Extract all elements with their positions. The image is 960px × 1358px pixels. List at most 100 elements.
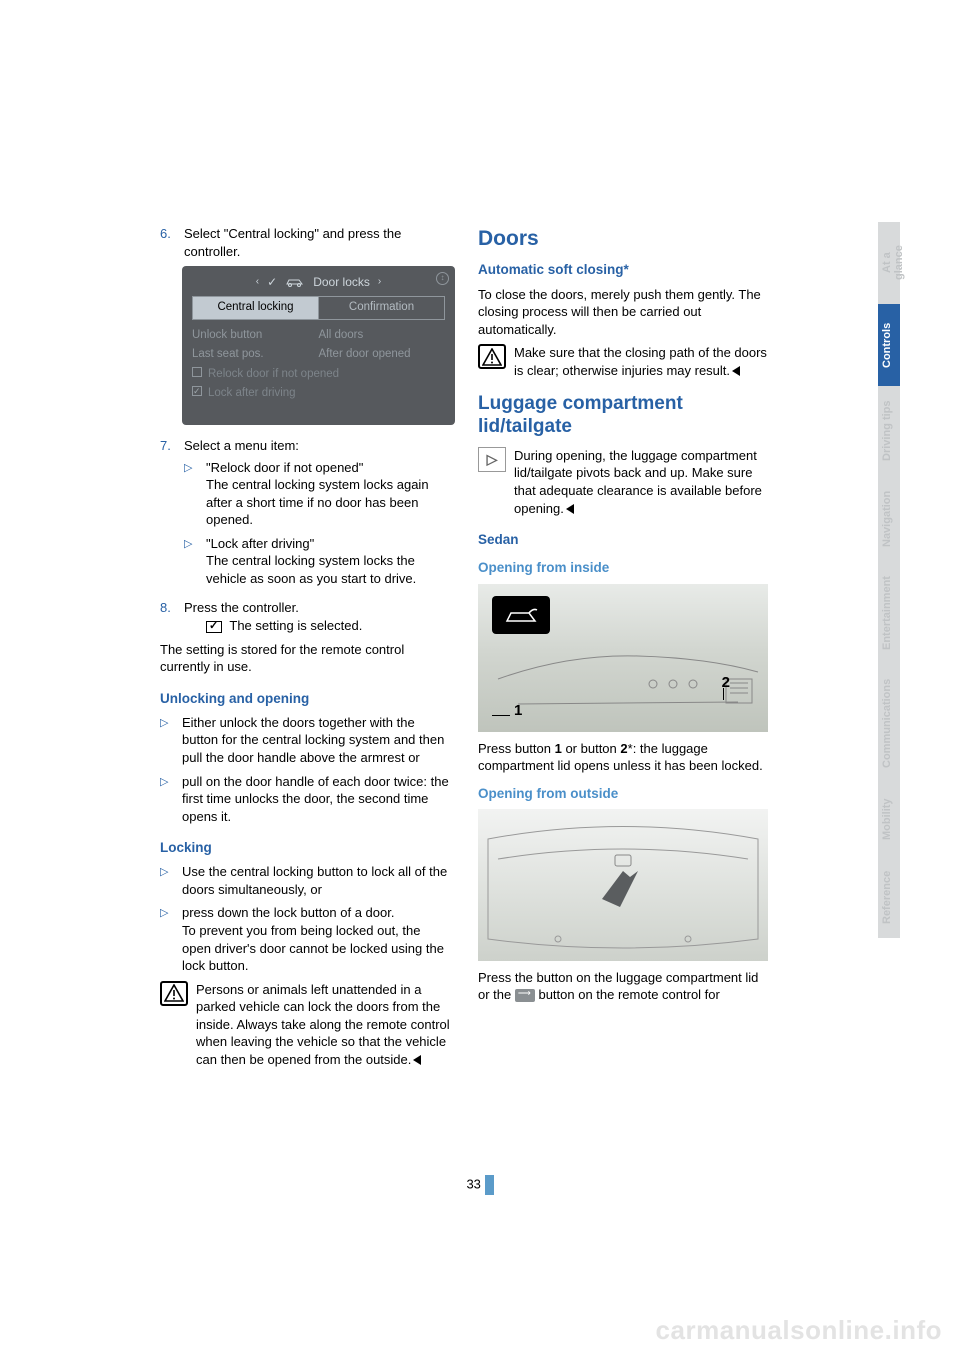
check-icon: ✓ xyxy=(267,274,277,290)
unlocking-heading: Unlocking and opening xyxy=(160,690,450,708)
sub-title: "Lock after driving" xyxy=(206,536,314,551)
callout-1: 1 xyxy=(514,701,522,721)
sidebar-tab[interactable]: Reference xyxy=(878,856,900,938)
watermark: carmanualsonline.info xyxy=(656,1315,942,1346)
screenshot-title: Door locks xyxy=(313,274,370,290)
bullet-icon: ▷ xyxy=(184,535,196,588)
dashboard-illustration: 1 2 xyxy=(478,584,768,732)
doors-heading: Doors xyxy=(478,225,768,253)
tab-confirmation: Confirmation xyxy=(319,296,445,320)
screenshot-header: ‹ ✓ Door locks › xyxy=(192,274,445,290)
menu-row: Unlock button All doors xyxy=(192,328,445,344)
car-icon xyxy=(285,276,305,288)
step-text: Select "Central locking" and press the c… xyxy=(184,225,450,260)
sidebar-tab[interactable]: Controls xyxy=(878,304,900,386)
sidebar-tab[interactable]: Communications xyxy=(878,664,900,782)
page-content: 6. Select "Central locking" and press th… xyxy=(0,0,960,1074)
sedan-heading: Sedan xyxy=(478,531,768,549)
sub-body: The central locking system locks again a… xyxy=(206,477,429,527)
warning-note: Persons or animals left unattended in a … xyxy=(160,981,450,1069)
lock-item: ▷ Use the central locking button to lock… xyxy=(160,863,450,898)
bullet-icon: ▷ xyxy=(160,904,172,974)
step-text: Select a menu item: xyxy=(184,437,450,455)
sidebar-tab[interactable]: Navigation xyxy=(878,476,900,562)
locking-heading: Locking xyxy=(160,839,450,857)
menu-label: Last seat pos. xyxy=(192,347,319,363)
menu-value: After door opened xyxy=(319,347,446,363)
right-column: Doors Automatic soft closing* To close t… xyxy=(478,225,768,1074)
sidebar-tab[interactable]: Mobility xyxy=(878,782,900,856)
warning-text: Make sure that the closing path of the d… xyxy=(514,345,767,378)
unlock-item: ▷ pull on the door handle of each door t… xyxy=(160,773,450,826)
sidebar-nav: At a glanceControlsDriving tipsNavigatio… xyxy=(878,222,900,938)
sub-body: The central locking system locks the veh… xyxy=(206,553,416,586)
info-note: ▷ During opening, the luggage compartmen… xyxy=(478,447,768,517)
step-number: 8. xyxy=(160,599,174,634)
option-label: Relock door if not opened xyxy=(208,367,339,383)
warning-text: Persons or animals left unattended in a … xyxy=(196,982,450,1067)
scroll-indicator-icon: ↕ xyxy=(436,272,449,285)
item-text: press down the lock button of a door. To… xyxy=(182,904,450,974)
soft-closing-heading: Automatic soft closing* xyxy=(478,261,768,279)
sub-item: ▷ "Relock door if not opened" The centra… xyxy=(184,459,450,529)
step-8: 8. Press the controller. The setting is … xyxy=(160,599,450,634)
end-marker-icon xyxy=(566,504,574,514)
step-7: 7. Select a menu item: ▷ "Relock door if… xyxy=(160,437,450,593)
checkbox-icon xyxy=(192,367,202,377)
screenshot-tabs: Central locking Confirmation xyxy=(192,296,445,320)
step-number: 6. xyxy=(160,225,174,260)
step-number: 7. xyxy=(160,437,174,593)
tab-central-locking: Central locking xyxy=(192,296,319,320)
sub-item: ▷ "Lock after driving" The central locki… xyxy=(184,535,450,588)
info-text: During opening, the luggage compartment … xyxy=(514,448,762,516)
page-number: 33 xyxy=(0,1175,960,1195)
page-bar-icon xyxy=(485,1175,494,1195)
menu-value: All doors xyxy=(319,328,446,344)
step-6: 6. Select "Central locking" and press th… xyxy=(160,225,450,260)
item-text: pull on the door handle of each door twi… xyxy=(182,773,450,826)
bullet-icon: ▷ xyxy=(160,714,172,767)
bullet-icon: ▷ xyxy=(160,863,172,898)
outside-caption: Press the button on the luggage compartm… xyxy=(478,969,768,1004)
end-marker-icon xyxy=(413,1055,421,1065)
unlock-item: ▷ Either unlock the doors together with … xyxy=(160,714,450,767)
result-text: The setting is selected. xyxy=(229,618,362,633)
bullet-icon: ▷ xyxy=(160,773,172,826)
bullet-icon: ▷ xyxy=(184,459,196,529)
sidebar-tab[interactable]: Entertainment xyxy=(878,562,900,664)
sidebar-tab[interactable]: Driving tips xyxy=(878,386,900,476)
left-column: 6. Select "Central locking" and press th… xyxy=(160,225,450,1074)
warning-icon xyxy=(160,981,188,1006)
warning-icon xyxy=(478,344,506,369)
sub-title: "Relock door if not opened" xyxy=(206,460,363,475)
menu-option: Relock door if not opened xyxy=(192,367,445,383)
menu-option: Lock after driving xyxy=(192,386,445,402)
menu-row: Last seat pos. After door opened xyxy=(192,347,445,363)
end-marker-icon xyxy=(732,366,740,376)
menu-label: Unlock button xyxy=(192,328,319,344)
remote-trunk-icon xyxy=(515,989,535,1002)
lock-item: ▷ press down the lock button of a door. … xyxy=(160,904,450,974)
soft-closing-text: To close the doors, merely push them gen… xyxy=(478,286,768,339)
callout-line xyxy=(723,688,724,700)
bold-2: 2 xyxy=(620,741,627,756)
warning-note: Make sure that the closing path of the d… xyxy=(478,344,768,379)
bold-1: 1 xyxy=(555,741,562,756)
info-icon: ▷ xyxy=(478,447,506,472)
luggage-heading: Luggage compartment lid/tailgate xyxy=(478,393,768,439)
chevron-left-icon: ‹ xyxy=(256,275,259,289)
opening-inside-heading: Opening from inside xyxy=(478,559,768,577)
checkmark-icon xyxy=(206,621,222,633)
opening-outside-heading: Opening from outside xyxy=(478,785,768,803)
idrive-screenshot: ↕ ‹ ✓ Door locks › Central locking Confi… xyxy=(182,266,455,425)
callout-line xyxy=(492,715,510,716)
step-text: Press the controller. xyxy=(184,599,450,617)
stored-note: The setting is stored for the remote con… xyxy=(160,641,450,676)
trunk-illustration xyxy=(478,809,768,961)
item-text: Use the central locking button to lock a… xyxy=(182,863,450,898)
item-text: Either unlock the doors together with th… xyxy=(182,714,450,767)
sedan-caption: Press button 1 or button 2*: the luggage… xyxy=(478,740,768,775)
sidebar-tab[interactable]: At a glance xyxy=(878,222,900,304)
checkbox-checked-icon xyxy=(192,386,202,396)
step-body: Select a menu item: ▷ "Relock door if no… xyxy=(184,437,450,593)
